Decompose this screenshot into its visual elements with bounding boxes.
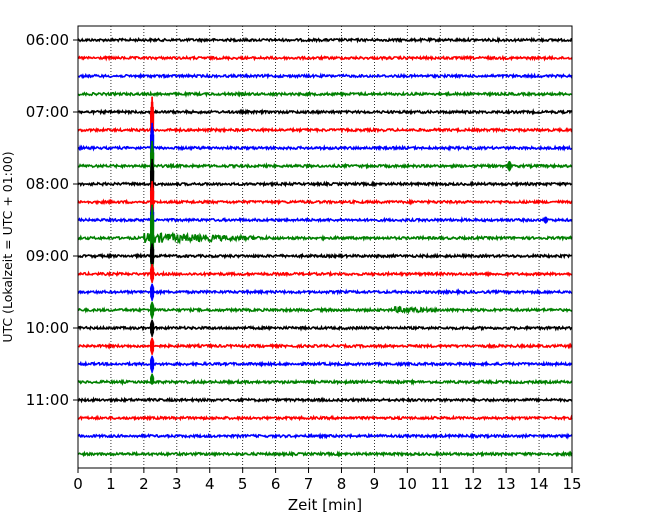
event-spike-7 bbox=[149, 243, 155, 267]
x-tick-label-0: 0 bbox=[73, 475, 83, 493]
x-tick-label-4: 4 bbox=[205, 475, 215, 493]
x-tick-label-1: 1 bbox=[106, 475, 116, 493]
trace-23 bbox=[77, 450, 573, 458]
y-tick-label-0: 06:00 bbox=[26, 31, 69, 49]
event-spike-15 bbox=[507, 160, 512, 172]
trace-4 bbox=[77, 108, 573, 116]
x-axis-label: Zeit [min] bbox=[288, 496, 362, 514]
trace-19 bbox=[77, 378, 573, 386]
y-axis-ticks: 06:00 07:00 08:00 09:00 10:00 11:00 bbox=[26, 31, 78, 409]
event-spike-8 bbox=[149, 263, 155, 284]
event-spike-10 bbox=[149, 301, 155, 320]
trace-11 bbox=[77, 231, 573, 245]
seismic-traces bbox=[77, 36, 573, 458]
trace-14 bbox=[77, 288, 573, 297]
x-tick-label-9: 9 bbox=[370, 475, 380, 493]
x-tick-label-14: 14 bbox=[530, 475, 549, 493]
plot-frame bbox=[77, 25, 573, 469]
trace-16 bbox=[77, 324, 573, 332]
trace-1 bbox=[77, 54, 573, 62]
x-tick-label-6: 6 bbox=[271, 475, 281, 493]
trace-13 bbox=[77, 270, 573, 278]
event-spike-12 bbox=[149, 337, 155, 356]
y-axis-label: UTC (Lokalzeit = UTC + 01:00) bbox=[0, 151, 15, 342]
event-spike-16 bbox=[543, 216, 548, 224]
event-spike-9 bbox=[149, 283, 155, 302]
trace-3 bbox=[77, 90, 573, 98]
trace-20 bbox=[77, 396, 573, 404]
x-axis-ticks: 0 1 2 3 4 5 6 7 8 9 10 11 12 13 14 15 bbox=[73, 468, 582, 493]
x-tick-label-7: 7 bbox=[304, 475, 314, 493]
y-tick-label-1: 07:00 bbox=[26, 103, 69, 121]
x-tick-label-2: 2 bbox=[139, 475, 149, 493]
x-tick-label-10: 10 bbox=[398, 475, 417, 493]
x-tick-label-5: 5 bbox=[238, 475, 248, 493]
trace-7 bbox=[77, 162, 572, 170]
plot-background bbox=[78, 26, 572, 468]
trace-5 bbox=[77, 126, 573, 134]
trace-22 bbox=[77, 432, 573, 440]
event-spike-14 bbox=[149, 373, 155, 385]
x-tick-label-13: 13 bbox=[497, 475, 516, 493]
trace-9 bbox=[77, 198, 573, 206]
trace-18 bbox=[77, 360, 573, 368]
x-tick-label-3: 3 bbox=[172, 475, 182, 493]
event-spike-13 bbox=[149, 355, 155, 374]
trace-17 bbox=[77, 342, 573, 350]
y-tick-label-4: 10:00 bbox=[26, 319, 69, 337]
x-tick-label-12: 12 bbox=[464, 475, 483, 493]
trace-15 bbox=[77, 305, 573, 315]
y-tick-label-2: 08:00 bbox=[26, 175, 69, 193]
trace-8 bbox=[77, 180, 573, 188]
y-tick-label-3: 09:00 bbox=[26, 247, 69, 265]
trace-2 bbox=[77, 72, 573, 80]
trace-6 bbox=[77, 144, 573, 152]
trace-0 bbox=[77, 36, 573, 44]
trace-21 bbox=[78, 414, 573, 422]
trace-12 bbox=[77, 252, 573, 260]
x-tick-label-15: 15 bbox=[562, 475, 581, 493]
x-tick-label-8: 8 bbox=[337, 475, 347, 493]
event-spike-11 bbox=[149, 319, 155, 338]
y-tick-label-5: 11:00 bbox=[26, 391, 69, 409]
trace-10 bbox=[77, 216, 573, 224]
x-tick-label-11: 11 bbox=[431, 475, 450, 493]
